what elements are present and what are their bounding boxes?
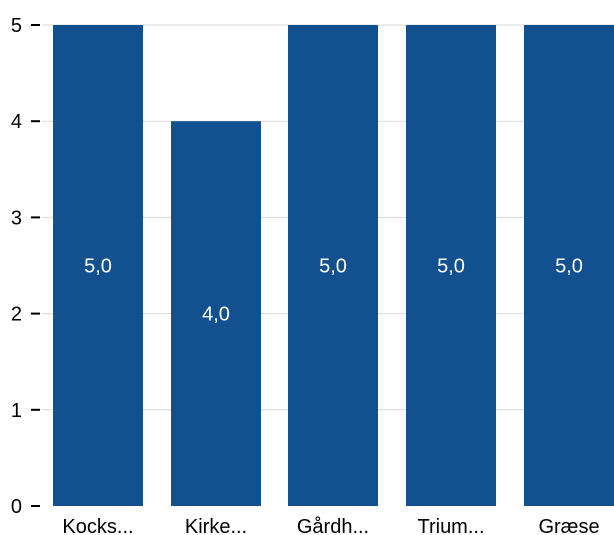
bar [288,25,378,506]
bar [171,121,261,506]
y-tick-label: 5 [11,15,22,37]
bar [53,25,143,506]
y-tick-label: 2 [11,304,22,326]
x-axis-labels: Kocks... Kirke... Gårdh... Trium... Græse [62,516,599,535]
bar [524,25,614,506]
bars [53,25,614,506]
data-label: 5,0 [84,256,112,278]
y-tick-label: 1 [11,400,22,422]
data-label: 5,0 [555,256,583,278]
data-label: 5,0 [437,256,465,278]
y-tick-label: 0 [11,496,22,518]
y-axis: 0 1 2 3 4 5 [11,15,40,518]
x-tick-label: Trium... [417,516,484,535]
y-tick-label: 3 [11,207,22,229]
x-tick-label: Kirke... [185,516,247,535]
x-tick-label: Kocks... [62,516,133,535]
x-tick-label: Græse [538,516,599,535]
data-label: 4,0 [202,304,230,326]
bar [406,25,496,506]
value-labels: 5,0 4,0 5,0 5,0 5,0 [84,256,583,326]
y-tick-label: 4 [11,111,22,133]
x-tick-label: Gårdh... [297,516,369,535]
data-label: 5,0 [319,256,347,278]
